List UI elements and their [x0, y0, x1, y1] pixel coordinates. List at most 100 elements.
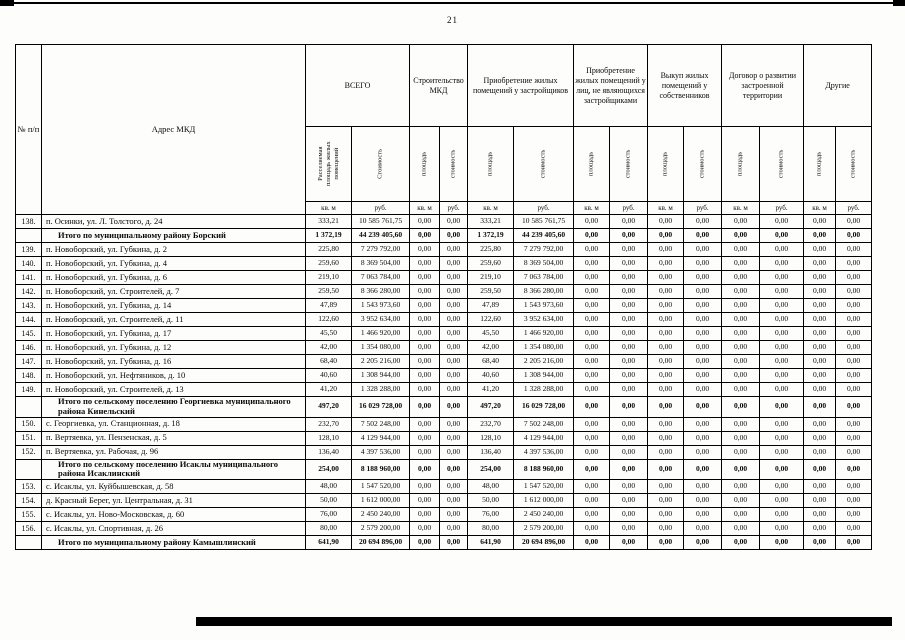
cell-value: 40,60 [467, 368, 515, 383]
row-number [15, 228, 42, 243]
cell-value: 0,00 [647, 298, 685, 313]
cell-value: 0,00 [759, 270, 805, 285]
cell-value: 0,00 [439, 228, 469, 243]
cell-value: 0,00 [573, 507, 611, 523]
cell-value: 1 612 000,00 [513, 493, 575, 509]
cell-value: 0,00 [573, 396, 611, 418]
cell-value: 0,00 [409, 256, 441, 271]
cell-value: 0,00 [803, 458, 837, 481]
cell-value: 0,00 [803, 228, 837, 243]
cell-value: 0,00 [835, 430, 873, 446]
cell-value: 0,00 [835, 312, 873, 327]
cell-value: 0,00 [647, 214, 685, 229]
table-row: 152. п. Вертяевка, ул. Рабочая, д. 96 136,… [15, 444, 873, 460]
subheader-construction-area: площадь [409, 126, 441, 202]
row-number: 142. [15, 284, 42, 299]
cell-value: 8 369 504,00 [513, 256, 575, 271]
cell-value: 0,00 [683, 228, 723, 243]
cell-value: 0,00 [609, 444, 649, 460]
cell-value: 44 239 405,60 [350, 228, 411, 243]
cell-value: 219,10 [305, 270, 352, 285]
cell-value: 0,00 [573, 479, 611, 495]
total-row: Итого по сельскому поселению Исаклы муни… [15, 458, 873, 481]
cell-value: 0,00 [683, 340, 723, 355]
cell-value: 7 063 784,00 [513, 270, 575, 285]
cell-value: 2 579 200,00 [350, 521, 411, 537]
row-number: 146. [15, 340, 42, 355]
cell-value: 0,00 [759, 507, 805, 523]
cell-value: 0,00 [721, 354, 761, 369]
subheader-purchase-nondev-cost: стоимость [609, 126, 649, 202]
table-row: 148. п. Новоборский, ул. Нефтяников, д. 1… [15, 368, 873, 383]
subheader-purchase-dev-cost: стоимость [513, 126, 575, 202]
cell-value: 0,00 [647, 382, 685, 397]
header-group-construction: Строительство МКД [409, 44, 469, 127]
cell-value: 0,00 [409, 535, 441, 551]
cell-value: 0,00 [759, 340, 805, 355]
cell-value: 0,00 [439, 521, 469, 537]
cell-value: 0,00 [609, 228, 649, 243]
cell-value: 0,00 [721, 284, 761, 299]
cell-value: 0,00 [721, 382, 761, 397]
cell-value: 0,00 [721, 507, 761, 523]
table-row: 142. п. Новоборский, ул. Строителей, д. 7… [15, 284, 873, 299]
subheader-construction-cost: стоимость [439, 126, 469, 202]
row-number: 150. [15, 416, 42, 432]
cell-value: 0,00 [647, 458, 685, 481]
unit-label: руб. [835, 201, 873, 215]
cell-value: 0,00 [647, 444, 685, 460]
cell-value: 0,00 [439, 444, 469, 460]
row-address: п. Новоборский, ул. Губкина, д. 6 [41, 270, 306, 285]
cell-value: 0,00 [573, 340, 611, 355]
cell-value: 0,00 [803, 354, 837, 369]
row-address: Итого по муниципальному району Борский [41, 228, 306, 243]
cell-value: 0,00 [439, 507, 469, 523]
cell-value: 50,00 [305, 493, 352, 509]
cell-value: 0,00 [409, 298, 441, 313]
cell-value: 0,00 [609, 270, 649, 285]
cell-value: 0,00 [803, 298, 837, 313]
cell-value: 1 328 288,00 [350, 382, 411, 397]
row-number: 138. [15, 214, 42, 229]
cell-value: 0,00 [409, 326, 441, 341]
row-number: 144. [15, 312, 42, 327]
cell-value: 0,00 [835, 326, 873, 341]
cell-value: 0,00 [721, 493, 761, 509]
cell-value: 0,00 [835, 228, 873, 243]
cell-value: 0,00 [439, 214, 469, 229]
cell-value: 0,00 [609, 416, 649, 432]
cell-value: 232,70 [305, 416, 352, 432]
unit-label: руб. [513, 201, 575, 215]
cell-value: 0,00 [835, 368, 873, 383]
cell-value: 0,00 [803, 382, 837, 397]
cell-value: 20 694 896,00 [350, 535, 411, 551]
cell-value: 0,00 [683, 256, 723, 271]
cell-value: 0,00 [573, 458, 611, 481]
cell-value: 0,00 [835, 242, 873, 257]
cell-value: 0,00 [683, 326, 723, 341]
cell-value: 3 952 634,00 [513, 312, 575, 327]
table-row: 151. п. Вертяевка, ул. Пензенская, д. 5 12… [15, 430, 873, 446]
row-number: 151. [15, 430, 42, 446]
unit-label: кв. м [305, 201, 352, 215]
cell-value: 0,00 [835, 354, 873, 369]
table-row: 147. п. Новоборский, ул. Губкина, д. 16 68… [15, 354, 873, 369]
cell-value: 122,60 [305, 312, 352, 327]
row-address: п. Осинки, ул. Л. Толстого, д. 24 [41, 214, 306, 229]
cell-value: 0,00 [803, 430, 837, 446]
subheader-buyout-area: площадь [647, 126, 685, 202]
cell-value: 0,00 [573, 242, 611, 257]
cell-value: 0,00 [835, 340, 873, 355]
row-number: 140. [15, 256, 42, 271]
cell-value: 0,00 [573, 228, 611, 243]
cell-value: 0,00 [759, 256, 805, 271]
cell-value: 1 372,19 [467, 228, 515, 243]
cell-value: 0,00 [439, 430, 469, 446]
cell-value: 0,00 [573, 284, 611, 299]
unit-label: руб. [350, 201, 411, 215]
cell-value: 42,00 [467, 340, 515, 355]
cell-value: 0,00 [721, 458, 761, 481]
cell-value: 0,00 [439, 242, 469, 257]
cell-value: 41,20 [467, 382, 515, 397]
